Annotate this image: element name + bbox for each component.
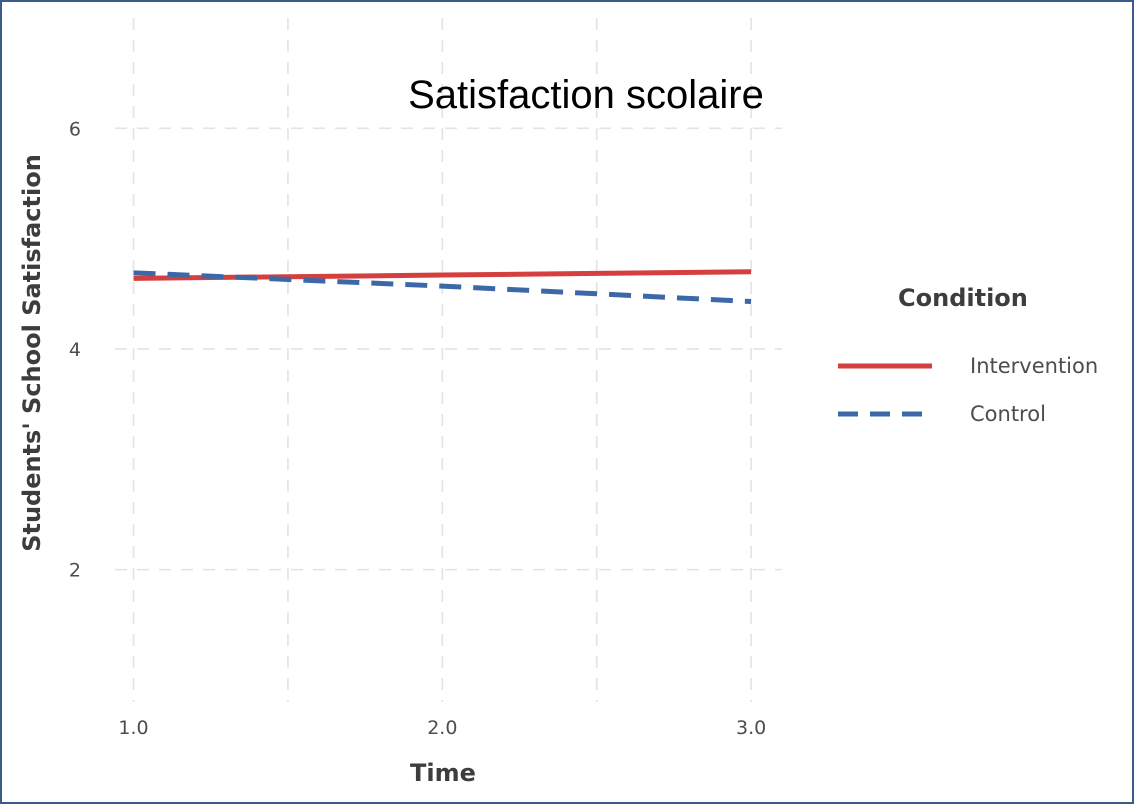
x-tick-label: 3.0 [736,717,766,739]
grid-layer [115,18,782,702]
x-tick-label: 2.0 [427,717,457,739]
tick-layer: 1.0 2.0 3.0 2 4 6 [69,118,766,739]
y-axis-title: Students' School Satisfaction [18,154,46,552]
legend-label-intervention: Intervention [970,354,1098,378]
x-axis-title: Time [410,759,476,787]
legend: Condition Intervention Control [838,284,1098,426]
chart-title: Satisfaction scolaire [408,73,764,117]
legend-items: Intervention Control [838,354,1098,426]
y-tick-label: 4 [69,339,81,361]
series-layer [133,269,752,305]
legend-title: Condition [898,284,1028,312]
y-tick-label: 2 [69,560,81,582]
series-line-intervention [133,269,752,281]
x-tick-label: 1.0 [118,717,148,739]
series-line-control [133,270,752,305]
y-tick-label: 6 [69,118,81,140]
legend-label-control: Control [970,402,1046,426]
